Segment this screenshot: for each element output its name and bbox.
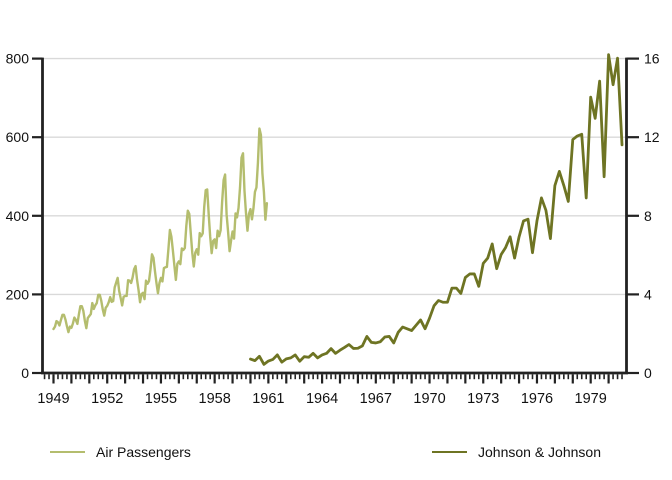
svg-text:800: 800: [6, 51, 30, 67]
legend-label-johnson-johnson: Johnson & Johnson: [478, 444, 601, 460]
svg-text:0: 0: [21, 365, 29, 381]
svg-text:1952: 1952: [91, 391, 123, 407]
svg-text:16: 16: [644, 51, 660, 67]
svg-text:1967: 1967: [360, 391, 392, 407]
svg-text:1970: 1970: [413, 391, 445, 407]
legend-item-air-passengers: Air Passengers: [50, 444, 191, 460]
svg-text:600: 600: [6, 129, 30, 145]
svg-text:1979: 1979: [575, 391, 607, 407]
svg-text:1961: 1961: [252, 391, 284, 407]
air-passengers-line-swatch: [50, 450, 85, 454]
svg-text:1973: 1973: [467, 391, 499, 407]
svg-text:8: 8: [644, 208, 652, 224]
svg-text:200: 200: [6, 286, 30, 302]
svg-text:0: 0: [644, 365, 652, 381]
legend-label-air-passengers: Air Passengers: [96, 444, 191, 460]
svg-text:1949: 1949: [37, 391, 69, 407]
johnson-johnson-line-swatch: [432, 450, 467, 454]
chart-canvas: 0 200 400 600 800 0 4 8 12 16 1949 1952 1955 1958 1961…: [6, 51, 660, 407]
svg-text:400: 400: [6, 208, 30, 224]
svg-text:1958: 1958: [199, 391, 231, 407]
svg-text:12: 12: [644, 129, 660, 145]
svg-text:1976: 1976: [521, 391, 553, 407]
svg-text:1964: 1964: [306, 391, 338, 407]
legend-item-johnson-johnson: Johnson & Johnson: [432, 444, 601, 460]
svg-text:1955: 1955: [145, 391, 177, 407]
svg-text:4: 4: [644, 286, 652, 302]
